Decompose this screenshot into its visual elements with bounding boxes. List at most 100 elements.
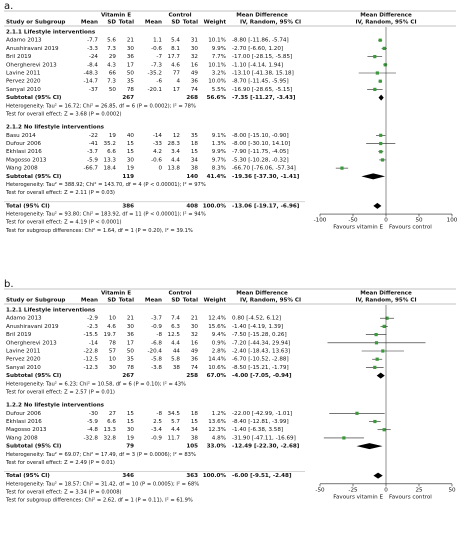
cell: 57 — [109, 349, 117, 355]
cell: 10 — [109, 316, 117, 322]
x-tick-label: -50 — [348, 218, 358, 224]
favours-label: Favours control — [389, 225, 432, 231]
cell: 50 — [109, 87, 117, 93]
ci-label: 0.80 [-4.52, 6.12] — [232, 316, 281, 322]
column-header: Mean — [81, 20, 98, 26]
effect-square — [378, 79, 382, 83]
weight: 12.4% — [208, 316, 226, 322]
cell: -37 — [89, 87, 99, 93]
heterogeneity: Heterogeneity: Tau² = 93.80; Chi² = 183.… — [6, 212, 206, 218]
effect-square — [382, 324, 386, 328]
heterogeneity: Heterogeneity: Tau² = 69.07; Chi² = 17.4… — [6, 452, 196, 458]
cell: -20.1 — [148, 87, 163, 93]
cell: -14 — [153, 133, 163, 139]
cell: 4.4 — [171, 427, 180, 433]
ci-label: -2.40 [-18.43, 13.63] — [232, 349, 290, 355]
heterogeneity: Heterogeneity: Tau² = 16.72; Chi² = 26.8… — [6, 103, 196, 109]
study-name: Wang 2008 — [6, 435, 38, 441]
cell: 38 — [191, 166, 199, 172]
cell: 21 — [127, 38, 135, 44]
cell: 30 — [127, 157, 135, 163]
study-name: Magosso 2013 — [6, 157, 47, 163]
cell: -3.4 — [151, 427, 162, 433]
summary-ci: -19.36 [-37.30, -1.41] — [232, 174, 300, 180]
cell: 27 — [109, 411, 117, 417]
effect-square — [383, 63, 387, 67]
study-name: Dufour 2006 — [6, 411, 42, 417]
cell: 5.7 — [171, 419, 180, 425]
subgroup-title: 1.2.2 No lifestyle interventions — [6, 403, 105, 409]
summary-weight: 67.0% — [207, 373, 227, 379]
cell: 36 — [191, 79, 199, 85]
ci-label: -8.40 [-12.81, -3.99] — [232, 419, 289, 425]
x-tick-label: 50 — [448, 487, 456, 493]
column-header: IV, Random, 95% CI — [355, 20, 416, 26]
group-header: Mean Difference — [236, 291, 288, 297]
summary-label: Total (95% CI) — [6, 473, 50, 479]
cell: 15 — [127, 411, 135, 417]
cell: 1.1 — [153, 38, 162, 44]
ci-label: -7.20 [-44.34, 29.94] — [232, 340, 290, 346]
cell: 40 — [127, 133, 135, 139]
cell: 4.2 — [153, 149, 162, 155]
weight: 10.6% — [208, 365, 226, 371]
summary-label: Total (95% CI) — [6, 203, 50, 209]
subgroup-title: 2.1.1 Lifestyle interventions — [6, 30, 96, 36]
summary-total: 105 — [186, 444, 198, 450]
weight: 1.3% — [212, 141, 226, 147]
cell: 15 — [127, 149, 135, 155]
weight: 0.9% — [212, 340, 226, 346]
cell: 4.4 — [171, 340, 180, 346]
study-name: Pervez 2020 — [6, 79, 41, 85]
column-header: SD — [107, 20, 116, 26]
weight: 1.2% — [212, 411, 226, 417]
study-name: Lavine 2011 — [6, 349, 41, 355]
cell: 6.6 — [107, 149, 116, 155]
cell: -4.8 — [87, 427, 98, 433]
ci-label: -1.40 [-6.38, 3.58] — [232, 427, 283, 433]
cell: 15 — [127, 141, 135, 147]
cell: 36 — [127, 54, 135, 60]
cell: 15 — [191, 149, 199, 155]
weight: 9.7% — [212, 157, 226, 163]
column-header: SD — [171, 298, 180, 304]
effect-square — [379, 133, 383, 137]
weight: 15.6% — [208, 324, 226, 330]
effect-square — [373, 87, 377, 91]
cell: -30 — [89, 411, 99, 417]
column-header: IV, Random, 95% CI — [355, 298, 416, 304]
cell: 34.5 — [168, 411, 181, 417]
cell: -12.5 — [84, 357, 99, 363]
panel-label: a. — [4, 1, 13, 12]
x-tick-label: -100 — [314, 218, 327, 224]
cell: 31 — [191, 38, 199, 44]
effect-square — [382, 46, 386, 50]
effect-square — [378, 38, 382, 42]
cell: 7.3 — [107, 79, 116, 85]
summary-total: 386 — [122, 203, 134, 209]
ci-label: -8.70 [-11.45, -5.95] — [232, 79, 289, 85]
cell: 49 — [191, 71, 199, 77]
cell: 29 — [109, 54, 117, 60]
cell: 4 — [176, 79, 180, 85]
summary-label: Subtotal (95% CI) — [6, 373, 62, 379]
column-header: IV, Random, 95% CI — [240, 298, 301, 304]
group-header: Mean Difference — [236, 13, 288, 19]
cell: -3.7 — [151, 316, 162, 322]
study-name: Pervez 2020 — [6, 357, 41, 363]
cell: 17.7 — [168, 54, 181, 60]
cell: -3.8 — [151, 365, 162, 371]
favours-label: Favours vitamin E — [333, 494, 383, 500]
study-name: Ohergherevi 2013 — [6, 340, 57, 346]
weight: 9.4% — [212, 332, 226, 338]
cell: -2.3 — [87, 324, 98, 330]
effect-square — [381, 349, 385, 353]
subgroup-title: 2.1.2 No lifestyle interventions — [6, 125, 105, 131]
effect-square — [373, 365, 377, 369]
x-tick-label: 50 — [415, 218, 423, 224]
cell: -12.3 — [84, 365, 99, 371]
summary-ci: -6.00 [-9.51, -2.48] — [232, 473, 292, 479]
study-name: Bril 2019 — [6, 54, 32, 60]
